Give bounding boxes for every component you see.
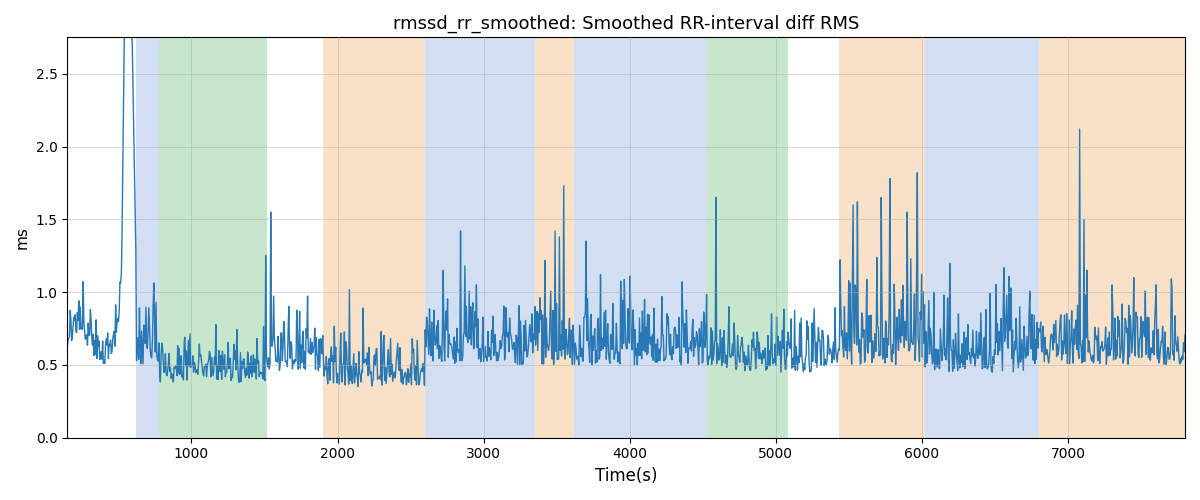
X-axis label: Time(s): Time(s) bbox=[595, 467, 658, 485]
Bar bbox=[925, 38, 1039, 438]
Bar bbox=[160, 38, 268, 438]
Bar bbox=[839, 38, 925, 438]
Bar bbox=[535, 38, 575, 438]
Bar bbox=[136, 38, 160, 438]
Bar bbox=[323, 38, 425, 438]
Bar bbox=[575, 38, 707, 438]
Bar bbox=[425, 38, 535, 438]
Y-axis label: ms: ms bbox=[16, 226, 30, 249]
Bar bbox=[707, 38, 787, 438]
Bar bbox=[1039, 38, 1186, 438]
Title: rmssd_rr_smoothed: Smoothed RR-interval diff RMS: rmssd_rr_smoothed: Smoothed RR-interval … bbox=[392, 15, 859, 34]
